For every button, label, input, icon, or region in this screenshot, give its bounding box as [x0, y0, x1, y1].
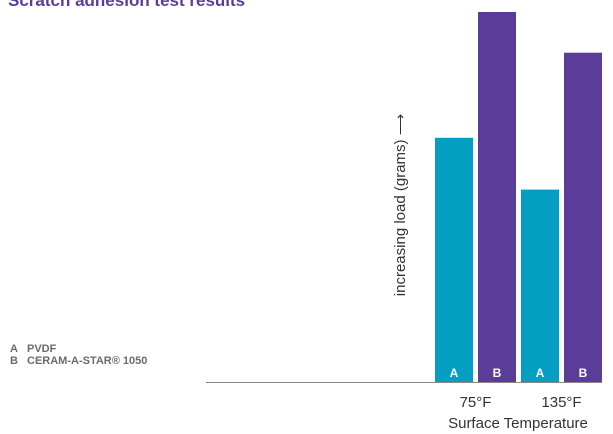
legend-key-a: A: [10, 343, 18, 355]
legend-label-b: CERAM-A-STAR® 1050: [27, 355, 148, 367]
x-axis-title: Surface Temperature: [448, 415, 588, 432]
bar-b-2: [564, 52, 602, 382]
legend-item-a: A PVDF: [10, 343, 147, 355]
y-axis-title: increasing load (grams) ⟶: [392, 114, 409, 296]
legend-item-b: B CERAM-A-STAR® 1050: [10, 355, 147, 367]
legend: A PVDF B CERAM-A-STAR® 1050: [10, 343, 147, 367]
bar-letter-a-2: A: [536, 366, 545, 380]
bar-a-2: [521, 189, 559, 382]
bar-b-1: [478, 12, 516, 382]
legend-key-b: B: [10, 355, 18, 367]
bar-letter-b-1: B: [493, 366, 502, 380]
bar-letter-b-2: B: [579, 366, 588, 380]
chart-title: Scratch adhesion test results: [8, 0, 246, 10]
legend-label-a: PVDF: [27, 343, 57, 355]
bar-letter-a-1: A: [450, 366, 459, 380]
x-tick-label-2: 135°F: [541, 394, 581, 411]
bar-a-1: [435, 137, 473, 382]
x-tick-label-1: 75°F: [460, 394, 492, 411]
